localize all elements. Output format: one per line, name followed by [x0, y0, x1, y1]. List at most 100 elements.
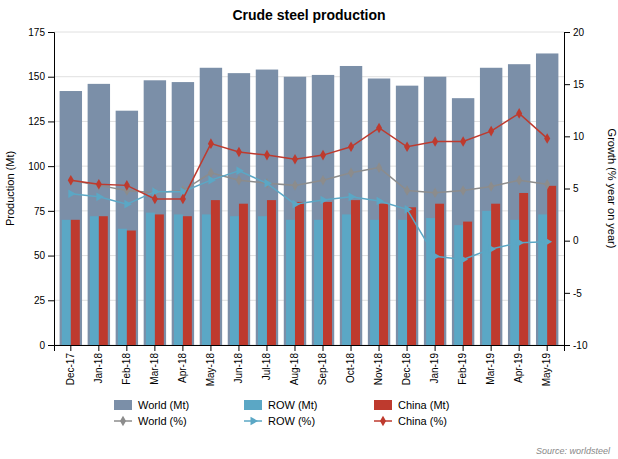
bar — [424, 77, 446, 345]
marker — [432, 187, 438, 198]
tick-label: Jun-18 — [233, 353, 244, 384]
tick-label: 25 — [34, 295, 46, 306]
tick: 0 — [39, 340, 54, 351]
bar — [174, 214, 183, 345]
tick-label: 100 — [28, 161, 45, 172]
legend-marker — [251, 417, 258, 426]
marker — [433, 252, 440, 261]
bar — [510, 220, 519, 345]
axis-line — [565, 33, 571, 346]
tick-mark — [379, 345, 380, 351]
marker — [293, 200, 300, 209]
marker — [236, 147, 242, 158]
bar — [71, 220, 80, 345]
legend-swatch — [114, 400, 132, 410]
tick-label: 150 — [28, 71, 45, 82]
marker — [405, 205, 412, 214]
tick-label: Apr-18 — [177, 353, 188, 383]
marker — [460, 136, 466, 147]
bar — [312, 75, 334, 345]
bar — [211, 200, 220, 345]
bar — [228, 73, 250, 345]
tick: Jul-18 — [261, 345, 272, 380]
marker — [348, 142, 354, 153]
tick: Feb-18 — [121, 345, 132, 385]
bar — [536, 53, 558, 345]
tick-label: Jul-18 — [261, 353, 272, 381]
bar — [480, 68, 502, 345]
tick-mark — [519, 345, 520, 351]
tick-label: Aug-18 — [289, 353, 300, 386]
marker — [292, 180, 298, 191]
tick: 20 — [564, 27, 585, 38]
tick: 150 — [28, 71, 54, 82]
tick-label: Dec-17 — [65, 353, 76, 386]
tick: 10 — [564, 131, 585, 142]
marker — [292, 154, 298, 165]
marker — [152, 187, 159, 196]
line — [71, 168, 547, 193]
bar — [230, 216, 239, 345]
tick: Dec-17 — [65, 345, 76, 385]
tick-mark — [48, 300, 54, 301]
tick: Feb-19 — [457, 345, 468, 385]
bar — [463, 222, 472, 345]
line — [71, 171, 547, 260]
tick-mark — [564, 136, 570, 137]
bar — [286, 220, 295, 345]
chart: Dec-17Jan-18Feb-18Mar-18Apr-18May-18Jun-… — [0, 0, 618, 459]
bar — [258, 216, 267, 345]
legend-label: China (%) — [398, 415, 447, 427]
bar — [144, 80, 166, 345]
tick-mark — [351, 345, 352, 351]
tick-mark — [564, 345, 570, 346]
bar — [118, 229, 127, 345]
tick: Nov-18 — [373, 345, 384, 385]
tick-mark — [491, 345, 492, 351]
tick: Mar-18 — [149, 345, 160, 385]
legend-item: ROW (Mt) — [244, 399, 317, 411]
marker — [152, 194, 158, 205]
marker — [545, 237, 552, 246]
tick-label: Nov-18 — [373, 353, 384, 386]
tick-mark — [48, 121, 54, 122]
tick-label: Feb-19 — [457, 353, 468, 385]
grid-line — [54, 32, 564, 33]
legend-label: China (Mt) — [398, 399, 449, 411]
bar — [127, 231, 136, 345]
bar — [426, 218, 435, 345]
tick-label: Feb-18 — [121, 353, 132, 385]
tick-label: 5 — [573, 183, 579, 194]
tick: Jan-19 — [429, 345, 440, 384]
marker — [68, 175, 74, 186]
title: Crude steel production — [232, 7, 385, 23]
tick-mark — [323, 345, 324, 351]
tick-mark — [564, 32, 570, 33]
marker — [124, 180, 130, 191]
tick-label: 0 — [39, 340, 45, 351]
tick-label: Jan-18 — [93, 353, 104, 384]
marker — [348, 168, 354, 179]
tick-mark — [48, 256, 54, 257]
legend-label: ROW (Mt) — [268, 399, 317, 411]
marker — [124, 200, 131, 209]
bar — [99, 216, 108, 345]
bar — [116, 111, 138, 345]
marker — [208, 138, 214, 149]
bar — [202, 214, 211, 345]
bar — [256, 70, 278, 345]
tick-label: 175 — [28, 27, 45, 38]
tick-label: May-19 — [541, 353, 552, 387]
marker — [544, 133, 550, 144]
marker — [404, 142, 410, 153]
line-series — [68, 166, 552, 263]
tick: Jan-18 — [93, 345, 104, 384]
bar — [183, 216, 192, 345]
y2-axis: -10-505101520 — [564, 27, 588, 351]
marker — [68, 189, 75, 198]
bar — [454, 225, 463, 345]
axis-title: Growth (% year on year) — [606, 129, 618, 249]
bar-series — [71, 186, 556, 345]
tick-mark — [564, 84, 570, 85]
source: Source: worldsteel — [536, 446, 611, 456]
